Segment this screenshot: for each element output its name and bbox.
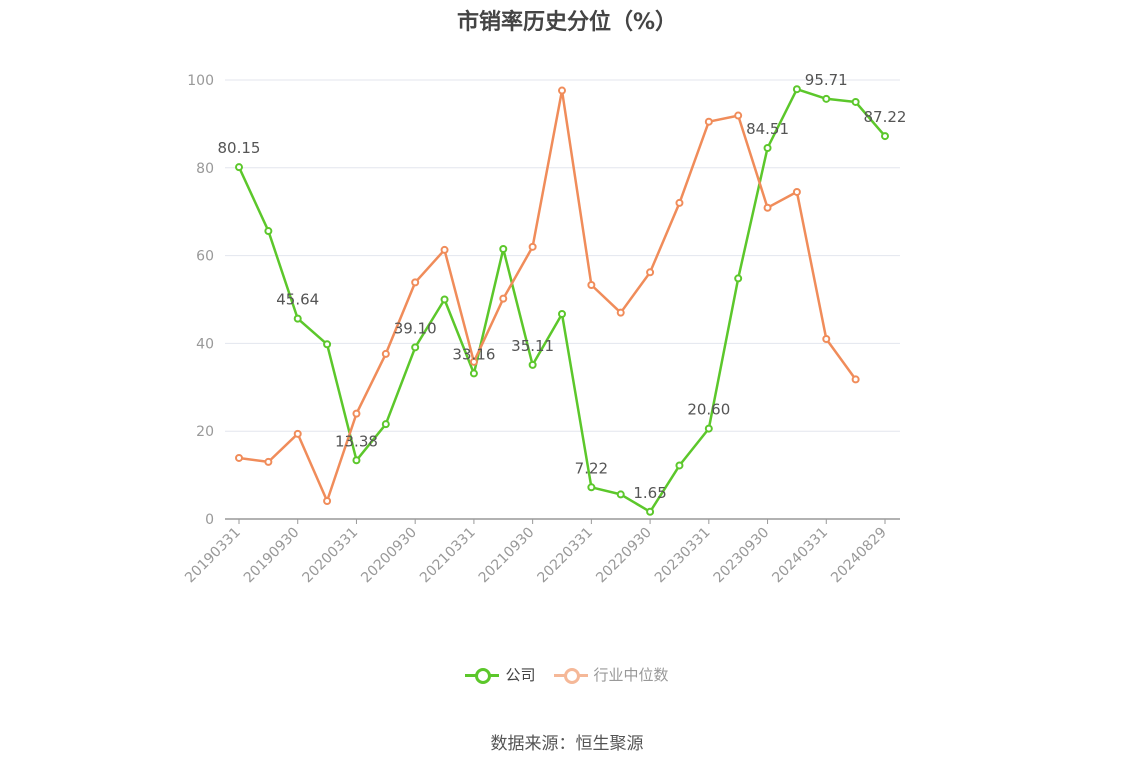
data-label: 1.65 [633,484,666,502]
legend: 公司 行业中位数 [0,664,1134,685]
legend-label-company: 公司 [505,666,536,684]
y-tick-label: 80 [196,161,214,177]
y-tick-label: 0 [205,512,214,528]
data-point [235,453,243,462]
data-label: 13.38 [335,432,378,450]
data-point [587,281,596,290]
data-point [792,85,801,94]
data-point [646,268,655,277]
data-label: 35.11 [511,337,554,355]
y-tick-label: 40 [196,336,214,352]
data-point [558,309,566,318]
data-point [704,117,713,126]
y-tick-label: 20 [196,424,214,440]
legend-item-company[interactable]: 公司 [465,664,536,685]
data-point [293,314,302,323]
x-tick-label: 20200331 [300,525,362,587]
data-point [469,357,478,366]
x-tick-label: 20200930 [358,525,420,587]
data-point [734,111,743,120]
data-point [587,483,596,492]
data-point [558,86,566,95]
data-label: 95.71 [805,71,848,89]
data-label: 33.16 [452,345,495,363]
data-point [881,132,889,141]
data-point [822,335,831,344]
x-tick-label: 20220930 [593,525,655,587]
data-point [675,198,684,207]
data-point [469,369,478,378]
x-tick-label: 20230331 [652,525,714,587]
data-point [616,308,625,317]
chart-title: 市销率历史分位（%） [456,10,678,35]
data-point [528,242,537,251]
x-tick-label: 20210331 [417,525,479,587]
data-label: 7.22 [575,459,608,477]
y-tick-label: 100 [187,73,214,89]
data-point [323,497,332,506]
data-point [499,294,508,303]
x-tick-label: 20220331 [534,525,596,587]
data-label: 20.60 [687,401,730,419]
series-line-1 [238,89,857,503]
data-point [440,245,449,254]
data-point [264,457,273,466]
data-point [851,375,860,384]
data-point [293,429,302,438]
data-point [528,360,537,369]
x-tick-label: 20190331 [182,525,244,587]
data-point [822,94,831,103]
data-point [235,163,243,172]
data-point [734,274,743,283]
data-point [704,424,713,433]
legend-item-industry-median[interactable]: 行业中位数 [553,664,669,685]
data-label: 39.10 [394,319,437,337]
data-point [763,144,772,153]
data-point [675,461,684,470]
x-tick-label: 20210930 [476,525,538,587]
data-point [411,343,420,352]
data-point [646,507,655,516]
x-tick-label: 20230930 [711,525,773,587]
x-tick-label: 20190930 [241,525,303,587]
data-point [616,490,625,499]
data-label: 45.64 [276,291,319,309]
data-point [352,456,361,465]
data-point [792,187,801,196]
x-tick-label: 20240829 [828,525,890,587]
data-point [851,97,860,106]
legend-swatch-industry-median [553,667,588,684]
data-point [323,340,332,349]
data-point [352,409,361,418]
data-point [763,203,772,212]
data-label: 87.22 [864,108,907,126]
data-label: 84.51 [746,120,789,138]
data-point [264,227,273,236]
y-tick-label: 60 [196,249,214,265]
data-point [381,420,390,429]
legend-label-industry-median: 行业中位数 [593,666,669,684]
data-point [381,349,390,358]
data-point [499,245,508,254]
data-point [440,295,449,304]
data-source: 数据来源：恒生聚源 [490,734,644,754]
data-label: 80.15 [218,139,261,157]
x-tick-label: 20240331 [769,525,831,587]
legend-swatch-company [465,667,500,684]
data-point [411,278,420,287]
